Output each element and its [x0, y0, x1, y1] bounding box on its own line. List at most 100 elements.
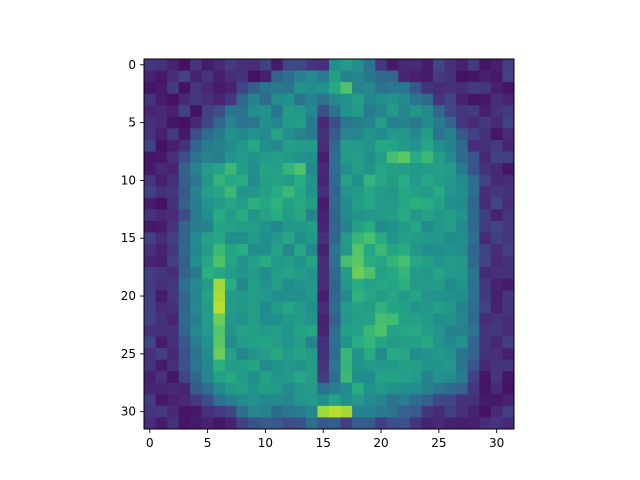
- heatmap-cell-r13-c31: [502, 209, 515, 222]
- heatmap-cell-r7-c20: [375, 139, 388, 152]
- heatmap-cell-r0-c10: [259, 59, 272, 71]
- heatmap-cell-r25-c6: [213, 348, 226, 361]
- heatmap-cell-r0-c3: [178, 59, 191, 71]
- heatmap-cell-r14-c4: [190, 220, 203, 233]
- x-tick-label-5: 5: [204, 436, 212, 450]
- heatmap-cell-r23-c7: [224, 324, 237, 337]
- heatmap-cell-r20-c21: [386, 290, 399, 303]
- heatmap-cell-r18-c3: [178, 267, 191, 280]
- heatmap-cell-r30-c5: [201, 405, 214, 418]
- heatmap-cell-r25-c27: [456, 348, 469, 361]
- heatmap-cell-r30-c26: [444, 405, 457, 418]
- heatmap-cell-r7-c31: [502, 139, 515, 152]
- heatmap-cell-r28-c9: [248, 382, 261, 395]
- heatmap-cell-r31-c3: [178, 417, 191, 430]
- heatmap-cell-r13-c18: [352, 209, 365, 222]
- heatmap-cell-r7-c13: [294, 139, 307, 152]
- heatmap-cell-r13-c17: [340, 209, 353, 222]
- heatmap-cell-r26-c9: [248, 359, 261, 372]
- heatmap-cell-r5-c31: [502, 116, 515, 129]
- heatmap-cell-r4-c20: [375, 105, 388, 118]
- heatmap-cell-r4-c17: [340, 105, 353, 118]
- heatmap-cell-r1-c10: [259, 70, 272, 83]
- heatmap-cell-r20-c26: [444, 290, 457, 303]
- heatmap-cell-r30-c28: [467, 405, 480, 418]
- heatmap-cell-r6-c5: [201, 128, 214, 141]
- heatmap-cell-r4-c19: [363, 105, 376, 118]
- heatmap-cell-r29-c25: [433, 394, 446, 407]
- heatmap-cell-r17-c17: [340, 255, 353, 268]
- heatmap-cell-r4-c7: [224, 105, 237, 118]
- heatmap-cell-r30-c10: [259, 405, 272, 418]
- heatmap-cell-r6-c0: [144, 128, 156, 141]
- heatmap-cell-r29-c26: [444, 394, 457, 407]
- heatmap-cell-r18-c28: [467, 267, 480, 280]
- heatmap-cell-r0-c1: [155, 59, 168, 71]
- heatmap-cell-r16-c6: [213, 244, 226, 256]
- heatmap-cell-r14-c25: [433, 220, 446, 233]
- heatmap-cell-r30-c23: [409, 405, 422, 418]
- heatmap-cell-r6-c26: [444, 128, 457, 141]
- heatmap-cell-r23-c23: [409, 324, 422, 337]
- heatmap-cell-r25-c28: [467, 348, 480, 361]
- heatmap-cell-r16-c22: [398, 244, 411, 256]
- heatmap-cell-r4-c29: [479, 105, 492, 118]
- heatmap-cell-r22-c13: [294, 313, 307, 326]
- heatmap-cell-r24-c17: [340, 336, 353, 349]
- heatmap-cell-r1-c28: [467, 70, 480, 83]
- heatmap-cell-r9-c21: [386, 163, 399, 176]
- heatmap-cell-r31-c20: [375, 417, 388, 430]
- heatmap-cell-r30-c25: [433, 405, 446, 418]
- heatmap-cell-r25-c21: [386, 348, 399, 361]
- heatmap-cell-r27-c21: [386, 371, 399, 384]
- heatmap-cell-r14-c1: [155, 220, 168, 233]
- heatmap-cell-r0-c2: [167, 59, 180, 71]
- heatmap-cell-r2-c11: [271, 82, 284, 95]
- heatmap-cell-r22-c27: [456, 313, 469, 326]
- heatmap-cell-r5-c20: [375, 116, 388, 129]
- heatmap-cell-r9-c29: [479, 163, 492, 176]
- heatmap-cell-r3-c14: [305, 93, 318, 106]
- heatmap-cell-r28-c21: [386, 382, 399, 395]
- heatmap-cell-r9-c5: [201, 163, 214, 176]
- heatmap-cell-r7-c5: [201, 139, 214, 152]
- heatmap-cell-r30-c11: [271, 405, 284, 418]
- y-tick-label-20: 20: [121, 289, 136, 303]
- heatmap-cell-r25-c22: [398, 348, 411, 361]
- heatmap-cell-r15-c14: [305, 232, 318, 245]
- heatmap-cell-r1-c5: [201, 70, 214, 83]
- heatmap-cell-r31-c21: [386, 417, 399, 430]
- heatmap-cell-r0-c9: [248, 59, 261, 71]
- heatmap-cell-r3-c25: [433, 93, 446, 106]
- heatmap-cell-r12-c8: [236, 197, 249, 210]
- heatmap-cell-r21-c5: [201, 301, 214, 314]
- heatmap-cell-r7-c17: [340, 139, 353, 152]
- heatmap-cell-r26-c3: [178, 359, 191, 372]
- heatmap-cell-r30-c4: [190, 405, 203, 418]
- heatmap-cell-r25-c31: [502, 348, 515, 361]
- heatmap-cell-r3-c21: [386, 93, 399, 106]
- heatmap-cell-r13-c28: [467, 209, 480, 222]
- heatmap-cell-r21-c10: [259, 301, 272, 314]
- heatmap-cell-r5-c29: [479, 116, 492, 129]
- heatmap-cell-r11-c4: [190, 186, 203, 199]
- heatmap-cell-r8-c7: [224, 151, 237, 164]
- heatmap-cell-r21-c29: [479, 301, 492, 314]
- heatmap-cell-r14-c0: [144, 220, 156, 233]
- heatmap-cell-r1-c27: [456, 70, 469, 83]
- heatmap-cell-r24-c31: [502, 336, 515, 349]
- heatmap-cell-r29-c29: [479, 394, 492, 407]
- heatmap-cell-r20-c6: [213, 290, 226, 303]
- heatmap-cell-r11-c26: [444, 186, 457, 199]
- heatmap-cell-r8-c1: [155, 151, 168, 164]
- heatmap-cell-r31-c22: [398, 417, 411, 430]
- heatmap-cell-r1-c9: [248, 70, 261, 83]
- heatmap-cell-r19-c25: [433, 278, 446, 291]
- heatmap-cell-r15-c16: [329, 232, 341, 245]
- heatmap-cell-r16-c14: [305, 244, 318, 256]
- heatmap-cell-r31-c28: [467, 417, 480, 430]
- heatmap-cell-r22-c11: [271, 313, 284, 326]
- heatmap-cell-r1-c2: [167, 70, 180, 83]
- heatmap-cell-r20-c12: [282, 290, 295, 303]
- heatmap-cell-r12-c29: [479, 197, 492, 210]
